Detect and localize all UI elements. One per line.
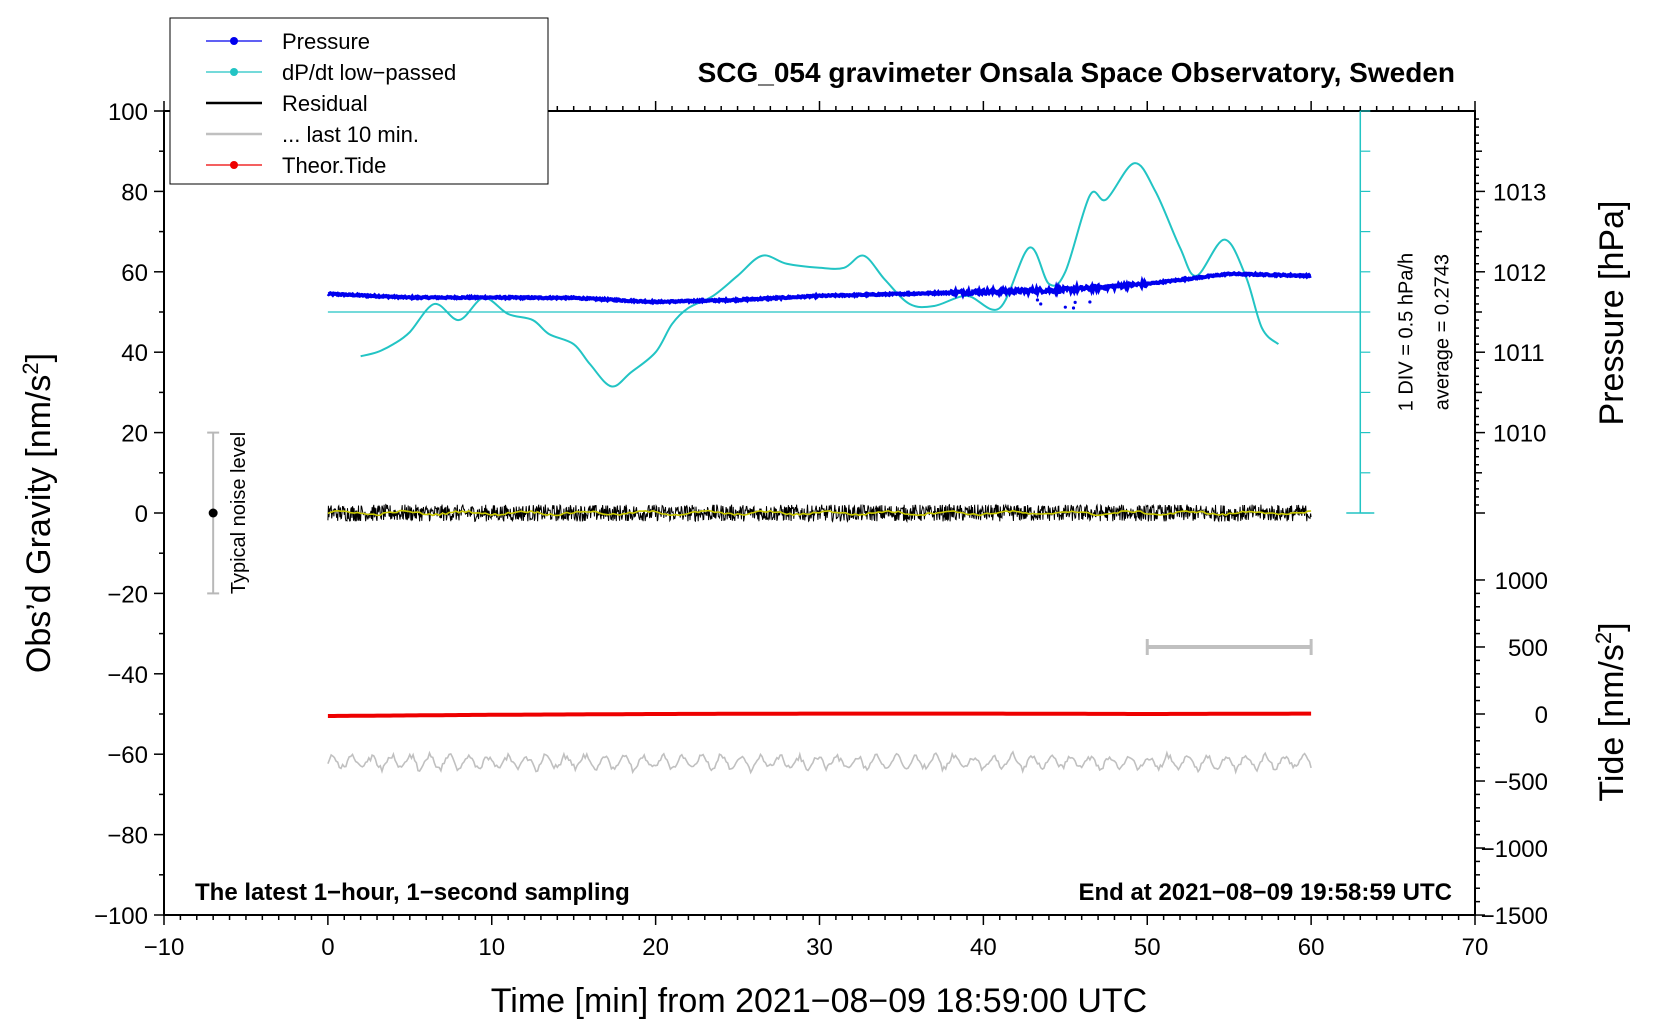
series-residual-smoothed-line <box>327 509 1312 517</box>
series-residual-line <box>327 503 1312 524</box>
y-tick-label: 0 <box>135 501 148 528</box>
y-tick-label: −20 <box>107 581 148 608</box>
pressure-outlier-point <box>1071 306 1076 310</box>
tide-tick-label: −1000 <box>1481 836 1548 863</box>
pressure-outlier-point <box>1063 305 1067 309</box>
y-tick-label: −100 <box>94 903 148 930</box>
annotation-left: The latest 1−hour, 1−second sampling <box>195 879 630 906</box>
legend-label: dP/dt low−passed <box>282 60 456 85</box>
legend-label: ... last 10 min. <box>282 122 419 147</box>
pressure-tick-label: 1013 <box>1493 179 1546 206</box>
annotation-right: End at 2021−08−09 19:58:59 UTC <box>1078 879 1452 906</box>
tide-tick-label: 1000 <box>1495 568 1548 595</box>
y-tick-label: 20 <box>121 421 148 448</box>
y-axis-label-left-sup: 2 <box>18 362 43 374</box>
pressure-tick-label: 1011 <box>1493 340 1545 367</box>
series-pressure-line <box>326 270 1312 306</box>
dpdt-scale-bar: 1 DIV = 0.5 hPa/h average = 0.2743 <box>1346 110 1453 514</box>
y-tick-label: 40 <box>121 340 148 367</box>
legend-label: Theor.Tide <box>282 153 386 178</box>
pressure-outlier-point <box>1039 302 1043 306</box>
x-tick-label: 60 <box>1298 934 1325 961</box>
x-axis-label: Time [min] from 2021−08−09 18:59:00 UTC <box>491 982 1147 1020</box>
series-group: Typical noise level <box>207 162 1361 775</box>
y-tick-label: −80 <box>107 823 148 850</box>
chart-title: SCG_054 gravimeter Onsala Space Observat… <box>698 57 1455 88</box>
y-tick-label: −60 <box>107 742 148 769</box>
tide-tick-label: −500 <box>1494 769 1548 796</box>
scale-bar-label: 1 DIV = 0.5 hPa/h <box>1395 253 1417 411</box>
pressure-outlier-point <box>1088 300 1092 304</box>
noise-bar-point <box>208 508 218 518</box>
y-axis-label-tide-sup: 2 <box>1591 632 1616 644</box>
series-dpdt-line <box>360 162 1280 388</box>
tide-tick-label: 500 <box>1508 635 1548 662</box>
x-tick-label: −10 <box>144 934 185 961</box>
scale-bar-average: average = 0.2743 <box>1431 254 1453 410</box>
legend-marker <box>230 37 238 45</box>
series-tide-line <box>327 711 1312 718</box>
pressure-axis-ticks: 1010 1011 1012 1013 <box>1475 118 1546 514</box>
pressure-outlier-point <box>1073 300 1077 304</box>
y-axis-label-tide: Tide [nm/s2] <box>1591 622 1631 801</box>
y-axis-label-left: Obs’d Gravity [nm/s2] <box>18 353 58 673</box>
tide-tick-label: −1500 <box>1481 903 1548 930</box>
y-tick-label: 100 <box>108 99 148 126</box>
y-axis-ticks: −100 −80 −60 −40 −20 0 20 40 60 80 100 <box>94 99 164 930</box>
y-tick-label: −40 <box>107 662 148 689</box>
x-tick-label: 40 <box>970 934 997 961</box>
noise-bar-label: Typical noise level <box>228 432 250 594</box>
pressure-tick-label: 1010 <box>1493 421 1546 448</box>
y-tick-label: 60 <box>121 260 148 287</box>
legend-box <box>169 17 549 185</box>
pressure-outlier-point <box>1035 298 1040 302</box>
x-tick-label: 50 <box>1134 934 1161 961</box>
tide-tick-label: 0 <box>1535 702 1548 729</box>
x-tick-label: 0 <box>321 934 334 961</box>
x-tick-label: 20 <box>642 934 669 961</box>
series-last10-line <box>327 750 1312 775</box>
y-tick-label: 80 <box>121 179 148 206</box>
x-axis-ticks: −10 0 10 20 30 40 50 60 70 <box>144 101 1489 961</box>
legend-marker <box>230 161 238 169</box>
legend: Pressure dP/dt low−passed Residual ... last… <box>169 17 549 185</box>
x-tick-label: 70 <box>1462 934 1489 961</box>
x-tick-label: 10 <box>478 934 505 961</box>
legend-label: Residual <box>282 91 368 116</box>
tide-axis-ticks: −1500 −1000 −500 0 500 1000 <box>1475 568 1548 930</box>
legend-label: Pressure <box>282 29 370 54</box>
legend-marker <box>230 68 238 76</box>
x-tick-label: 30 <box>806 934 833 961</box>
pressure-tick-label: 1012 <box>1493 260 1546 287</box>
y-axis-label-pressure: Pressure [hPa] <box>1593 201 1631 426</box>
